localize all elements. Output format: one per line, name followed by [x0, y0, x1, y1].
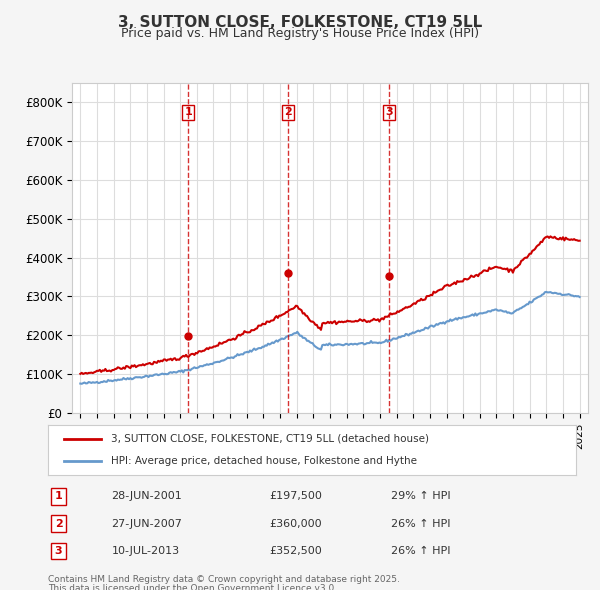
Text: 27-JUN-2007: 27-JUN-2007 [112, 519, 182, 529]
Text: £360,000: £360,000 [270, 519, 322, 529]
Text: £352,500: £352,500 [270, 546, 323, 556]
Text: 1: 1 [55, 491, 62, 502]
Text: 2: 2 [284, 107, 292, 117]
Text: 3: 3 [385, 107, 392, 117]
Text: HPI: Average price, detached house, Folkestone and Hythe: HPI: Average price, detached house, Folk… [112, 456, 418, 466]
Text: 3, SUTTON CLOSE, FOLKESTONE, CT19 5LL: 3, SUTTON CLOSE, FOLKESTONE, CT19 5LL [118, 15, 482, 30]
Text: 3: 3 [55, 546, 62, 556]
Text: 26% ↑ HPI: 26% ↑ HPI [391, 519, 451, 529]
Text: 29% ↑ HPI: 29% ↑ HPI [391, 491, 451, 502]
Text: Price paid vs. HM Land Registry's House Price Index (HPI): Price paid vs. HM Land Registry's House … [121, 27, 479, 40]
Text: Contains HM Land Registry data © Crown copyright and database right 2025.: Contains HM Land Registry data © Crown c… [48, 575, 400, 584]
Text: 3, SUTTON CLOSE, FOLKESTONE, CT19 5LL (detached house): 3, SUTTON CLOSE, FOLKESTONE, CT19 5LL (d… [112, 434, 430, 444]
Text: 2: 2 [55, 519, 62, 529]
Text: This data is licensed under the Open Government Licence v3.0.: This data is licensed under the Open Gov… [48, 584, 337, 590]
Text: 26% ↑ HPI: 26% ↑ HPI [391, 546, 451, 556]
Text: 10-JUL-2013: 10-JUL-2013 [112, 546, 179, 556]
Text: £197,500: £197,500 [270, 491, 323, 502]
Text: 1: 1 [184, 107, 192, 117]
Text: 28-JUN-2001: 28-JUN-2001 [112, 491, 182, 502]
